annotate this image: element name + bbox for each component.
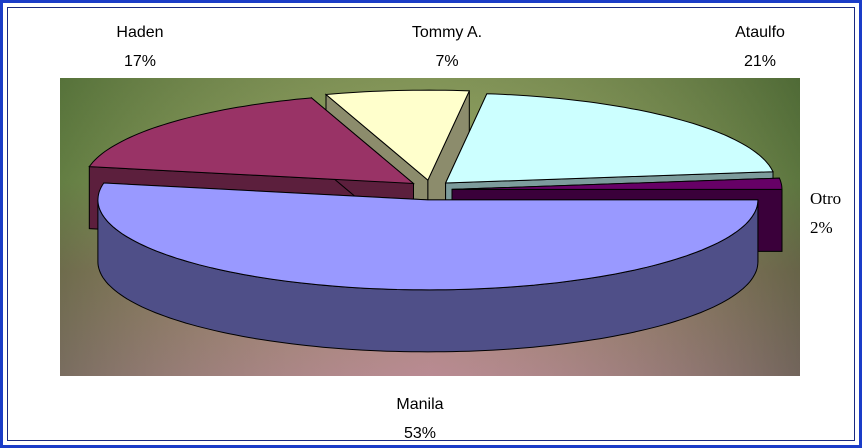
slice [324, 89, 471, 181]
category-label: Otro [810, 189, 841, 208]
value-label: 7% [435, 53, 458, 70]
value-label: 17% [124, 53, 156, 70]
category-label: Ataulfo [735, 24, 785, 41]
inner-frame [7, 7, 855, 441]
labels: Manila 53% Haden 17% Tommy A. 7% Ataulfo 21% Otr… [116, 24, 841, 442]
value-label: 2% [810, 218, 833, 237]
slice [97, 182, 759, 291]
category-label: Manila [396, 396, 443, 413]
category-label: Haden [116, 24, 163, 41]
slice [451, 177, 783, 190]
value-label: 53% [404, 425, 436, 442]
slice [88, 97, 415, 185]
slice [444, 93, 774, 184]
category-label: Tommy A. [412, 24, 482, 41]
pie [88, 89, 783, 353]
value-label: 21% [744, 53, 776, 70]
